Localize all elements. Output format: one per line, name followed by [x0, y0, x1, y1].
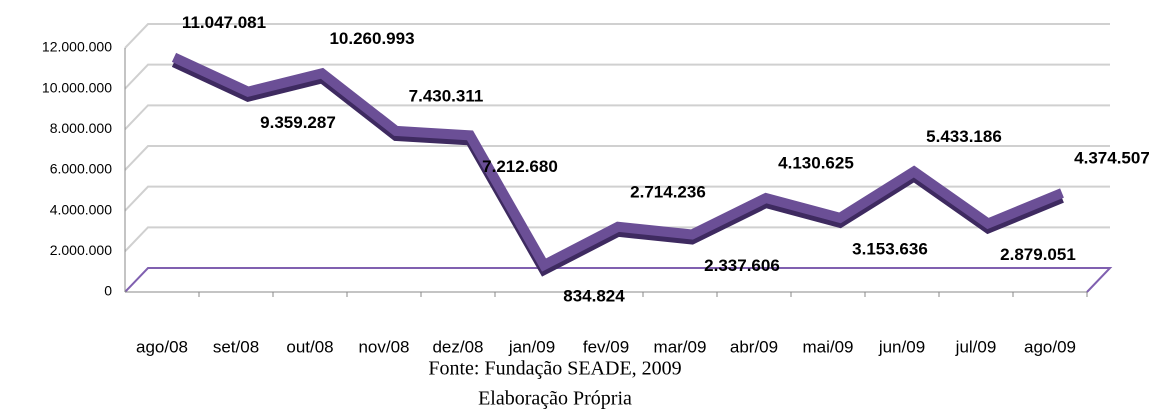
x-tick-label: set/08 [213, 337, 259, 356]
y-tick-label: 12.000.000 [42, 39, 112, 55]
data-label: 5.433.186 [926, 127, 1002, 146]
y-tick-label: 4.000.000 [50, 201, 112, 217]
data-label: 9.359.287 [260, 113, 336, 132]
data-label: 2.714.236 [630, 182, 706, 201]
caption: Elaboração Própria [478, 388, 632, 410]
grid-line [124, 185, 1110, 212]
data-label: 2.879.051 [1000, 245, 1076, 264]
grid-line [124, 104, 1110, 131]
data-label: 11.047.081 [182, 13, 266, 32]
x-tick-label: jan/09 [508, 337, 555, 356]
x-tick-label: ago/09 [1024, 337, 1076, 356]
y-tick-label: 6.000.000 [50, 161, 112, 177]
data-label: 7.430.311 [409, 86, 484, 105]
data-label: 7.212.680 [482, 157, 558, 176]
data-label: 3.153.636 [852, 239, 928, 258]
source: Fonte: Fundação SEADE, 2009 [428, 358, 681, 380]
y-tick-label: 2.000.000 [50, 242, 112, 258]
grid-line [124, 23, 1110, 49]
x-tick-label: fev/09 [583, 337, 629, 356]
y-tick-label: 0 [104, 283, 112, 299]
y-tick-label: 10.000.000 [42, 79, 112, 95]
data-label: 10.260.993 [329, 29, 414, 48]
x-tick-label: jun/09 [878, 337, 925, 356]
x-tick-label: abr/09 [730, 337, 778, 356]
data-label: 2.337.606 [704, 256, 780, 275]
grid-line [124, 267, 1113, 293]
x-tick-label: ago/08 [136, 337, 188, 356]
grid-line [124, 145, 1110, 171]
x-tick-label: mai/09 [802, 337, 853, 356]
data-label: 834.824 [563, 287, 625, 306]
x-tick-label: jul/09 [955, 337, 997, 356]
line-shadow [171, 57, 1064, 277]
y-tick-label: 8.000.000 [50, 120, 112, 136]
data-label: 4.130.625 [778, 153, 854, 172]
data-label: 4.374.507 [1074, 149, 1149, 168]
x-tick-label: out/08 [286, 337, 333, 356]
x-tick-label: mar/09 [654, 337, 707, 356]
line [171, 52, 1064, 272]
x-tick-label: nov/08 [358, 337, 409, 356]
x-tick-label: dez/08 [432, 337, 483, 356]
grid-line [124, 63, 1110, 90]
grid-line [124, 226, 1110, 253]
